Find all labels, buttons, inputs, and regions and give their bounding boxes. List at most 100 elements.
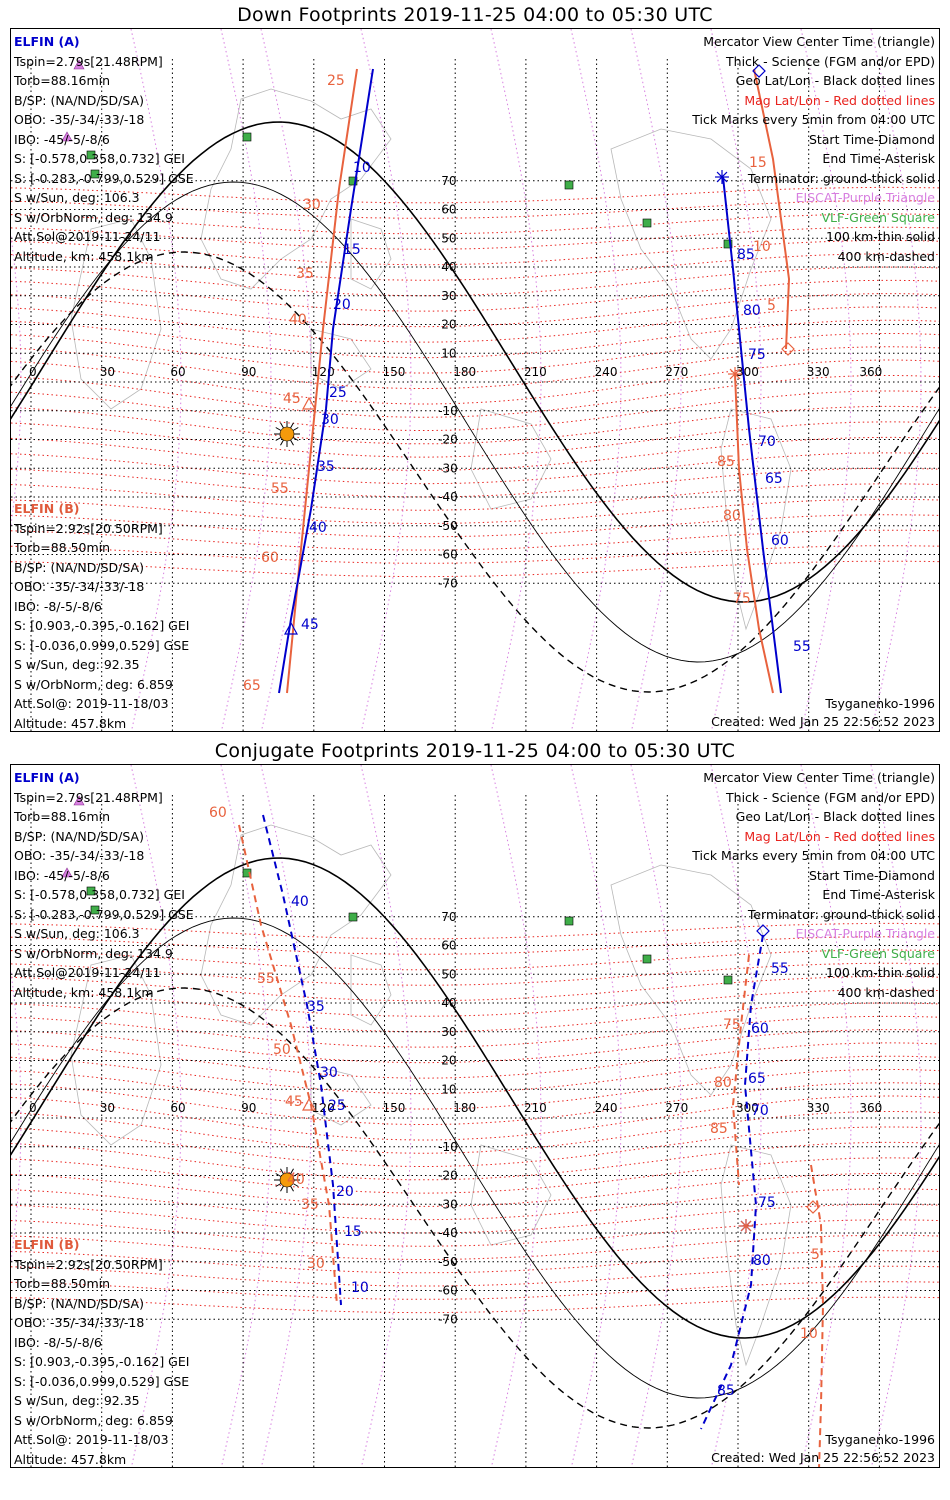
elfin-a-info-line: Altitude, km: 458.1km <box>14 984 154 1000</box>
sun-ray <box>290 422 294 429</box>
elfin-b-tick: 80 <box>714 1075 732 1091</box>
elfin-b-tick: 5 <box>767 298 776 314</box>
legend-entry: 400 km-dashed <box>837 248 935 264</box>
elfin-a-info-line: B/SP: (NA/ND/SD/SA) <box>14 828 144 844</box>
elfin-a-tick: 30 <box>321 412 339 428</box>
elfin-a-info-line: S w/Sun, deg: 106.3 <box>14 190 140 205</box>
elfin-b-tick: 75 <box>723 1017 741 1033</box>
elfin-b-track <box>238 824 338 1306</box>
elfin-a-tick: 65 <box>765 471 783 487</box>
lon-label: 120 <box>312 1101 335 1115</box>
elfin-b-tick: 45 <box>283 391 301 407</box>
axis-labels: 0 30 60 90 120 150 180 210 240 270 300 330 360706050… <box>29 910 882 1327</box>
lon-label: 0 <box>29 365 37 379</box>
elfin-b-tick: 10 <box>753 239 771 255</box>
elfin-a-tick: 55 <box>793 639 811 655</box>
elfin-b-info: ELFIN (B) Tspin=2.92s[20.50RPM] Torb=88.50… <box>14 1235 190 1467</box>
legend-entry: Thick - Science (FGM and/or EPD) <box>726 789 935 805</box>
elfin-b-info-line: S: [-0.036,0.999,0.529] GSE <box>14 1373 190 1389</box>
elfin-a-tick: 15 <box>343 242 361 258</box>
lat-label: -60 <box>438 548 458 562</box>
eiscat-triangle <box>73 59 85 70</box>
legend: Mercator View Center Time (triangle) Thic… <box>692 768 935 1002</box>
vlf-square <box>90 905 100 915</box>
lat-label: -30 <box>438 1197 458 1211</box>
elfin-b-info-line: Altitude: 457.8km <box>14 1451 127 1467</box>
mag-lat-line <box>11 1126 939 1167</box>
elfin-a-tick: 80 <box>743 303 761 319</box>
mag-lon-line <box>260 765 312 1466</box>
legend-entry: 400 km-dashed <box>837 984 935 1000</box>
land-outline <box>720 408 792 631</box>
elfin-b-info-line: Att.Sol@: 2019-11-18/03 <box>14 696 169 711</box>
legend-entry: VLF-Green Square <box>821 209 935 225</box>
lat-label: -10 <box>438 404 458 418</box>
end-asterisk <box>740 1220 752 1232</box>
elfin-b-info-line: S w/Sun, deg: 92.35 <box>14 1393 140 1408</box>
elfin-a-info-header: ELFIN (A) <box>14 34 80 49</box>
land-outline <box>310 328 372 390</box>
lon-label: 330 <box>807 365 830 379</box>
sun-ray <box>280 1168 284 1175</box>
lon-label: 60 <box>170 365 185 379</box>
down-panel-title: Down Footprints 2019-11-25 04:00 to 05:3… <box>237 4 713 26</box>
created-label: Created: Wed Jan 25 22:56:52 2023 <box>711 1450 935 1465</box>
elfin-a-info-line: Att.Sol@2019-11-24/11 <box>14 229 161 244</box>
elfin-a-info: ELFIN (A) Tspin=2.79s[21.48RPM] Torb=88.16… <box>14 768 194 1002</box>
lat-label: 50 <box>441 231 456 245</box>
conjugate-panel-title: Conjugate Footprints 2019-11-25 04:00 to… <box>214 740 736 762</box>
tick-labels: 40 35 30 25 20 15 10 55 60 65 70 75 80 85 60 55 50 45 40 35… <box>209 805 820 1399</box>
lat-label: -50 <box>438 1255 458 1269</box>
elfin-b-tick: 60 <box>209 805 227 821</box>
elfin-a-track <box>700 934 764 1430</box>
legend-entry: Geo Lat/Lon - Black dotted lines <box>735 809 935 824</box>
sun-ray <box>280 1185 284 1192</box>
elfin-a-tick: 85 <box>717 1383 735 1399</box>
mag-lon-line <box>360 765 412 1466</box>
elfin-b-tick: 75 <box>733 591 751 607</box>
center-triangle <box>301 396 317 410</box>
elfin-a-tick: 20 <box>333 297 351 313</box>
vlf-square <box>348 912 358 922</box>
elfin-a-info-line: S w/OrbNorm, deg: 134.9 <box>14 209 173 225</box>
vlf-square <box>348 176 358 186</box>
elfin-a-info-line: B/SP: (NA/ND/SD/SA) <box>14 92 144 108</box>
mag-lat-line <box>11 1055 939 1095</box>
mag-lat-line <box>11 1111 939 1154</box>
lat-label: 60 <box>441 939 456 953</box>
sun-ray <box>290 439 294 446</box>
eiscat-stations <box>61 795 85 878</box>
lon-label: 270 <box>665 365 688 379</box>
start-diamond <box>806 1200 820 1214</box>
lat-label: -10 <box>438 1140 458 1154</box>
axis-labels: 0 30 60 90 120 150 180 210 240 270 300 330 360706050… <box>29 174 882 591</box>
elfin-b-track <box>734 373 774 694</box>
terminators <box>11 857 939 1429</box>
mag-lon-line <box>490 29 542 730</box>
sun-ray <box>275 1173 282 1177</box>
elfin-a-tick: 60 <box>751 1021 769 1037</box>
vlf-square <box>642 218 652 228</box>
legend-entry: Mercator View Center Time (triangle) <box>703 34 935 49</box>
lon-label: 330 <box>807 1101 830 1115</box>
mag-lon-line <box>570 765 622 1466</box>
elfin-a-info-line: S: [-0.283,-0.799,0.529] GSE <box>14 170 194 186</box>
end-asterisk <box>716 171 728 183</box>
land-outline <box>470 408 552 510</box>
land-outline <box>200 88 392 290</box>
elfin-b-info-line: S w/OrbNorm, deg: 6.859 <box>14 1412 173 1428</box>
elfin-b-info-line: Torb=88.50min <box>14 540 111 555</box>
legend-entry: Geo Lat/Lon - Black dotted lines <box>735 73 935 88</box>
elfin-b-tick: 50 <box>273 1042 291 1058</box>
legend-entry: Terminator: ground-thick solid <box>747 906 935 922</box>
sun-disk <box>279 1172 295 1188</box>
land-outline <box>200 824 392 1026</box>
elfin-b-tick: 35 <box>301 1197 319 1213</box>
lon-label: 360 <box>859 365 882 379</box>
elfin-a-tick: 40 <box>309 520 327 536</box>
elfin-a-tick: 80 <box>753 1253 771 1269</box>
lat-label: -60 <box>438 1284 458 1298</box>
eiscat-triangle <box>73 795 85 806</box>
lat-label: -70 <box>438 1312 458 1326</box>
elfin-b-info-line: S w/OrbNorm, deg: 6.859 <box>14 676 173 692</box>
